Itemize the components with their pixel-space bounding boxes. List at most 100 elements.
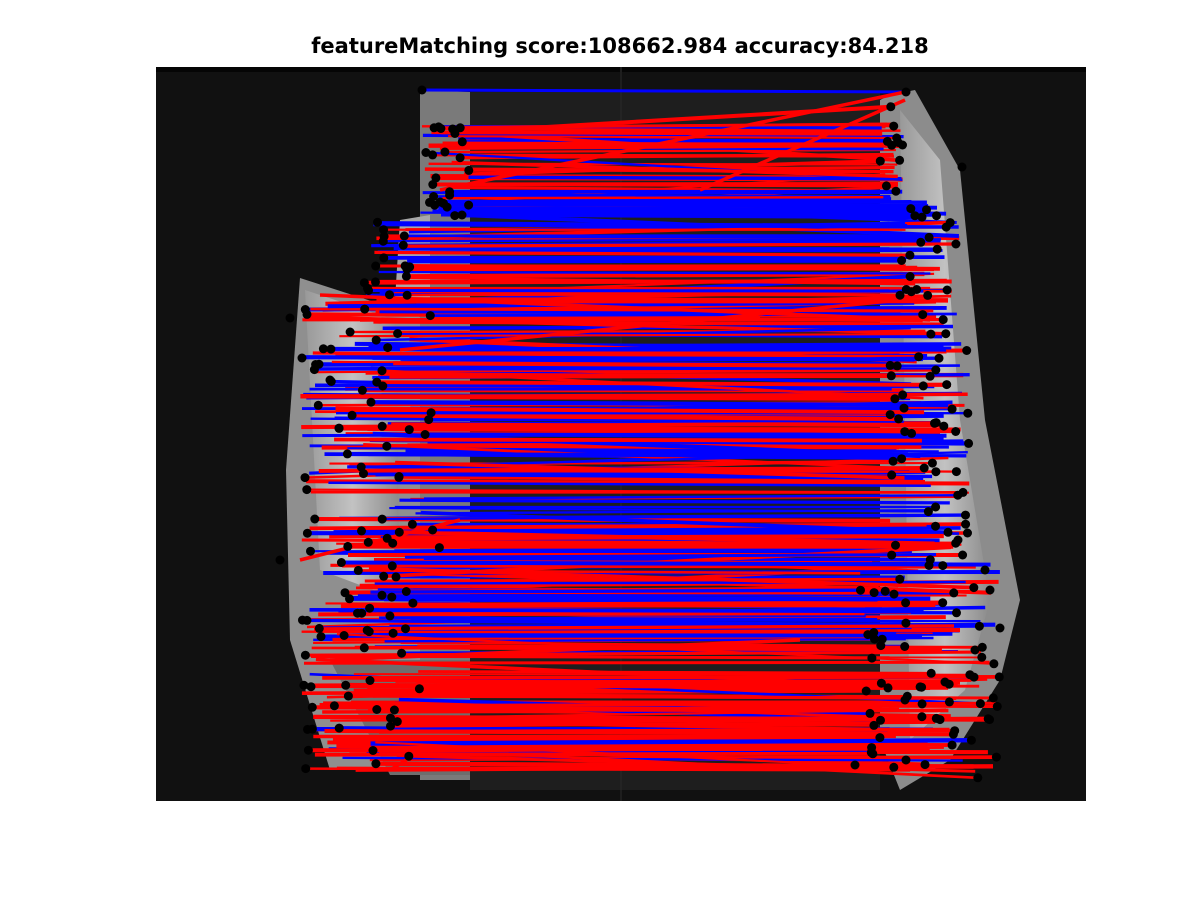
keypoint-marker	[932, 211, 941, 221]
keypoint-marker	[339, 631, 349, 640]
keypoints	[275, 85, 1005, 783]
outlier-match-line	[359, 316, 761, 322]
keypoint-marker	[900, 427, 910, 437]
keypoint-marker	[969, 583, 979, 593]
keypoint-marker	[924, 232, 934, 242]
keypoint-marker	[914, 352, 924, 362]
outlier-match-line	[336, 542, 962, 546]
keypoint-marker	[917, 212, 927, 222]
keypoint-marker	[926, 329, 936, 339]
inlier-match-line	[320, 633, 923, 639]
keypoint-marker	[401, 624, 410, 634]
outlier-match-line	[416, 680, 882, 685]
keypoint-marker	[942, 285, 952, 295]
inlier-match-line	[379, 616, 878, 621]
keypoint-marker	[455, 153, 465, 163]
inlier-match-line	[370, 400, 949, 408]
keypoint-marker	[985, 585, 995, 595]
keypoint-marker	[399, 231, 409, 241]
keypoint-marker	[926, 668, 936, 678]
keypoint-marker	[991, 752, 1001, 762]
keypoint-marker	[386, 713, 395, 723]
keypoint-marker	[898, 390, 908, 400]
keypoint-marker	[957, 162, 967, 172]
keypoint-marker	[426, 408, 436, 418]
outlier-match-line	[402, 242, 956, 248]
keypoint-marker	[421, 148, 431, 157]
keypoint-marker	[371, 335, 381, 345]
keypoint-marker	[923, 290, 933, 300]
keypoint-marker	[359, 643, 369, 653]
keypoint-marker	[861, 686, 871, 696]
keypoint-marker	[356, 462, 366, 472]
keypoint-marker	[364, 286, 373, 295]
keypoint-marker	[345, 327, 355, 337]
keypoint-marker	[297, 353, 307, 363]
keypoint-marker	[371, 261, 381, 271]
keypoint-marker	[883, 683, 893, 693]
keypoint-marker	[901, 618, 911, 628]
keypoint-marker	[368, 746, 378, 755]
outlier-match-line	[374, 250, 910, 257]
outlier-match-line	[376, 380, 952, 387]
keypoint-marker	[877, 634, 887, 644]
keypoint-marker	[425, 311, 435, 321]
keypoint-marker	[887, 470, 897, 480]
keypoint-marker	[464, 165, 474, 175]
outlier-match-line	[431, 130, 883, 136]
keypoint-marker	[992, 701, 1002, 711]
keypoint-marker	[973, 773, 983, 783]
keypoint-marker	[442, 202, 452, 212]
keypoint-marker	[392, 717, 402, 727]
keypoint-marker	[977, 652, 987, 662]
keypoint-marker	[303, 745, 313, 755]
keypoint-marker	[414, 684, 424, 694]
inlier-match-line	[372, 431, 921, 459]
outlier-match-line	[300, 393, 895, 402]
keypoint-marker	[953, 490, 963, 500]
outlier-match-line	[397, 719, 929, 732]
outlier-match-line	[334, 701, 996, 708]
keypoint-marker	[965, 670, 975, 680]
outlier-match-line	[391, 422, 944, 428]
keypoint-marker	[420, 430, 430, 439]
outlier-match-line	[306, 488, 969, 494]
outlier-match-line	[375, 761, 974, 769]
keypoint-marker	[307, 702, 317, 712]
outlier-match-line	[306, 479, 970, 486]
keypoint-marker	[890, 394, 900, 404]
keypoint-marker	[985, 715, 994, 725]
keypoint-marker	[326, 344, 336, 354]
keypoint-marker	[889, 762, 899, 772]
keypoint-marker	[951, 427, 961, 436]
keypoint-marker	[357, 526, 366, 536]
inlier-match-line	[421, 88, 907, 94]
keypoint-marker	[892, 361, 902, 371]
outlier-match-line	[336, 633, 994, 665]
inlier-match-line	[309, 607, 924, 614]
keypoint-marker	[309, 365, 319, 375]
keypoint-marker	[940, 677, 950, 687]
keypoint-marker	[353, 565, 363, 575]
keypoint-marker	[424, 415, 434, 425]
outlier-match-line	[364, 577, 900, 583]
keypoint-marker	[869, 628, 879, 637]
keypoint-marker	[360, 304, 370, 314]
keypoint-marker	[934, 353, 944, 363]
inlier-match-line	[306, 618, 861, 626]
keypoint-marker	[314, 623, 324, 633]
keypoint-marker	[867, 653, 877, 663]
keypoint-marker	[856, 585, 865, 595]
inlier-match-line	[370, 738, 972, 746]
keypoint-marker	[930, 418, 939, 428]
keypoint-marker	[886, 371, 896, 381]
keypoint-marker	[980, 565, 990, 575]
keypoint-marker	[347, 410, 357, 420]
keypoint-marker	[948, 729, 958, 739]
keypoint-marker	[387, 592, 397, 602]
keypoint-marker	[905, 250, 915, 260]
inlier-match-line	[404, 553, 937, 559]
outlier-match-line	[345, 683, 931, 690]
